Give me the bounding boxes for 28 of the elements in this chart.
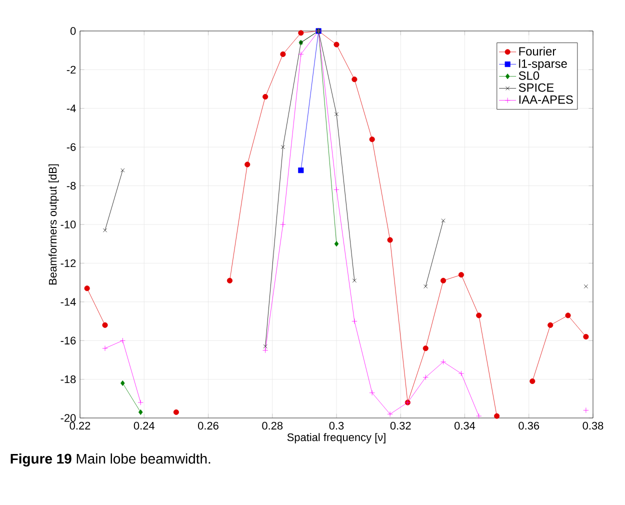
y-tick-label: 0: [70, 27, 76, 35]
legend-label: l1-sparse: [519, 59, 567, 70]
text: Figure 19 Main lobe beamwidth.: [10, 453, 210, 467]
x-tick-label: 0.28: [262, 422, 283, 430]
x-tick-label: 0.32: [390, 422, 411, 430]
x-tick-label: 0.24: [134, 422, 154, 430]
legend-label: SL0: [518, 71, 540, 80]
x-axis-title: Spatial frequency [ν]: [287, 433, 386, 444]
y-tick-label: -6: [66, 143, 76, 151]
legend-label: IAA-APES: [519, 95, 573, 104]
y-tick-label: -18: [60, 375, 76, 384]
x-tick-label: 0.22: [70, 422, 90, 430]
legend-label: Fourier: [519, 46, 556, 56]
y-tick-label: -2: [66, 66, 76, 74]
y-tick-label: -4: [66, 104, 76, 112]
y-tick-label: -16: [60, 336, 76, 344]
legend-label: SPICE: [518, 83, 554, 92]
x-tick-label: 0.38: [582, 422, 604, 430]
y-tick-label: -12: [60, 259, 76, 268]
x-tick-label: 0.26: [198, 422, 218, 430]
y-tick-label: -20: [60, 414, 76, 422]
y-tick-label: -10: [60, 220, 76, 228]
x-tick-label: 0.36: [518, 422, 540, 430]
y-tick-label: -14: [60, 298, 76, 306]
x-tick-label: 0.34: [454, 422, 476, 430]
y-tick-label: -8: [66, 182, 76, 190]
x-tick-label: 0.3: [329, 422, 344, 430]
y-axis-title: Beamformers output [dB]: [48, 164, 59, 284]
